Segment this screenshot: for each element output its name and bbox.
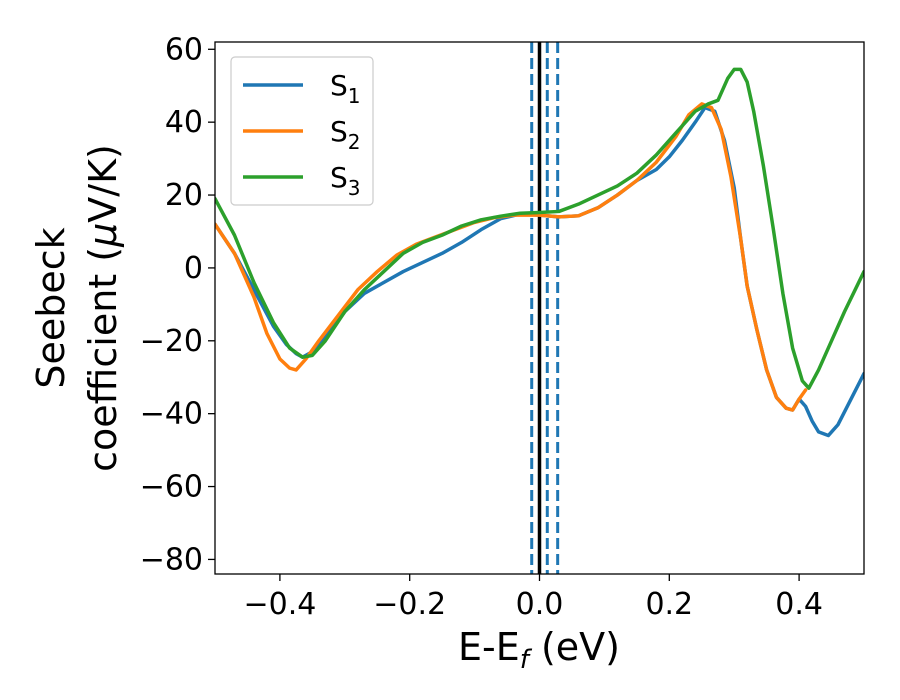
y-axis-label-line2-start: coefficient ( [81, 247, 125, 472]
y-tick-label: 60 [165, 32, 203, 67]
y-tick-label: 0 [184, 251, 203, 286]
y-axis-ticks: 60 40 20 0 −20 −40 −60 −80 [140, 32, 215, 577]
y-axis-label-mu: μ [81, 223, 125, 248]
x-axis-label-main: E-E [458, 625, 520, 669]
x-tick-label: 0.0 [516, 587, 564, 622]
legend-label-s2: S2 [330, 115, 361, 154]
y-axis-label-line2: coefficient (μV/K) [81, 144, 125, 472]
x-axis-label: E-Ef (eV) [458, 625, 620, 675]
x-tick-label: −0.4 [243, 587, 316, 622]
y-tick-label: 40 [165, 105, 203, 140]
y-tick-label: −80 [140, 542, 203, 577]
y-tick-label: −60 [140, 470, 203, 505]
x-tick-label: −0.2 [373, 587, 446, 622]
y-tick-label: 20 [165, 178, 203, 213]
series-line-s3 [215, 67, 864, 390]
legend: S1 S2 S3 [230, 56, 374, 206]
y-tick-label: −40 [140, 397, 203, 432]
y-axis-label-line2-end: V/K) [81, 144, 125, 223]
vertical-reference-lines [530, 42, 560, 574]
x-axis-ticks: −0.4 −0.2 0.0 0.2 0.4 [243, 574, 823, 622]
y-axis-label: Seebeck coefficient (μV/K) [29, 144, 125, 472]
y-axis-label-line1: Seebeck [29, 227, 73, 388]
x-tick-label: 0.2 [645, 587, 693, 622]
series-line-s2 [215, 102, 808, 412]
x-axis-label-suffix: (eV) [529, 625, 620, 669]
legend-label-s1: S1 [330, 69, 361, 108]
legend-label-s3: S3 [330, 161, 361, 200]
series-layer [215, 67, 864, 438]
y-tick-label: −20 [140, 324, 203, 359]
x-tick-label: 0.4 [775, 587, 823, 622]
